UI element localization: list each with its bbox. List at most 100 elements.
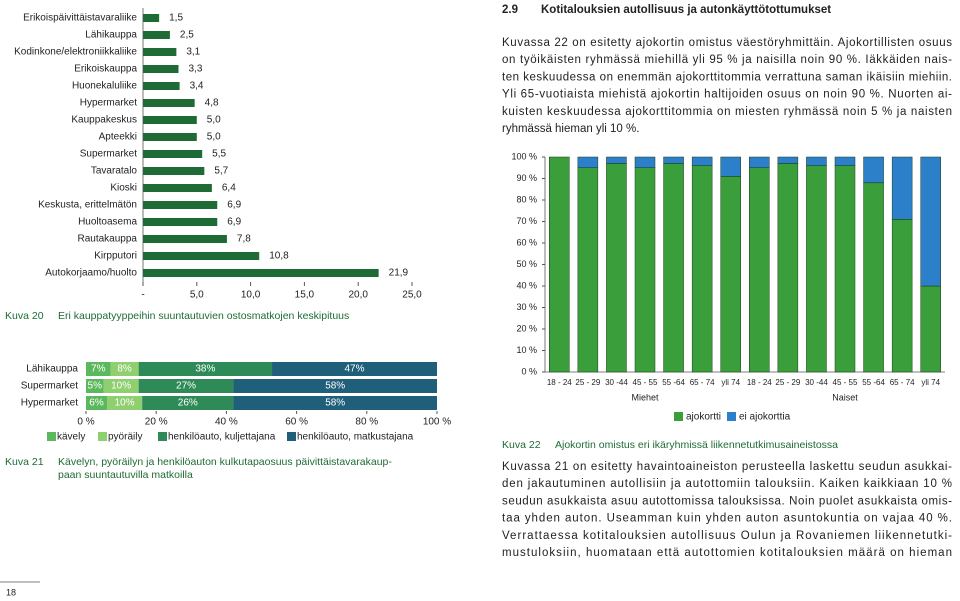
value-label: 38% (195, 364, 215, 375)
y-tick-label: 100 % (511, 151, 537, 161)
x-tick-label: 30 -44 (605, 378, 628, 387)
y-tick-label: 70 % (516, 216, 537, 226)
page-number: 18 (6, 587, 16, 597)
paragraph-line: mustuloksiin, huomataan että autottomien… (502, 547, 952, 559)
x-tick-label: 25 - 29 (575, 378, 600, 387)
legend-swatch (158, 432, 167, 441)
y-tick-label: 10 % (516, 345, 537, 355)
bar-segment (749, 156, 770, 168)
bar (143, 201, 218, 209)
bar-segment (863, 156, 884, 184)
y-tick-label: 50 % (516, 259, 537, 269)
category-label: Tavaratalo (91, 166, 138, 177)
value-label: 21,9 (389, 268, 409, 279)
value-label: 26% (178, 398, 198, 409)
bar (143, 65, 179, 73)
y-tick-label: 90 % (516, 173, 537, 183)
bar (143, 269, 379, 277)
heading-number: 2.9 (502, 4, 518, 16)
legend-label: henkilöauto, kuljettajana (168, 432, 276, 443)
bar-segment (103, 379, 139, 393)
bar (143, 133, 197, 141)
value-label: 6,9 (227, 217, 241, 228)
caption-text: Ajokortin omistus eri ikäryhmissä liiken… (555, 439, 838, 451)
bar (143, 116, 197, 124)
category-label: Kauppakeskus (71, 115, 137, 126)
value-label: 1,5 (169, 13, 183, 24)
bar-segment (86, 362, 111, 376)
legend-swatch (47, 432, 56, 441)
caption-text: paan suuntautuvilla matkoilla (58, 469, 193, 481)
bar-segment (720, 156, 741, 177)
legend-label: henkilöauto, matkustajana (297, 432, 414, 443)
bar (143, 150, 203, 158)
value-label: 58% (325, 398, 345, 409)
x-tick-label: 20 % (145, 417, 168, 428)
bar-segment (891, 219, 913, 373)
value-label: 5,5 (212, 149, 226, 160)
bar (143, 82, 180, 90)
value-label: 5,7 (214, 166, 228, 177)
category-label: Huoltoasema (78, 217, 137, 228)
category-label: Hypermarket (21, 398, 78, 409)
legend-label: ei ajokorttia (739, 412, 791, 423)
value-label: 6,4 (222, 183, 236, 194)
value-label: 27% (176, 381, 196, 392)
y-tick-label: 30 % (516, 302, 537, 312)
value-label: 5,0 (207, 132, 221, 143)
paragraph-line: Kuvassa 22 on esitetty ajokortin omistus… (502, 37, 952, 49)
category-label: Supermarket (21, 381, 78, 392)
bar-segment (777, 163, 799, 373)
bar (143, 184, 212, 192)
x-tick-label: 20,0 (348, 290, 368, 301)
x-tick-label: 10,0 (241, 290, 261, 301)
caption-label: Kuva 21 (5, 456, 44, 468)
paragraph-line: den jakautuminen autollisiin ja autottom… (502, 478, 952, 490)
value-label: 7% (91, 364, 106, 375)
group-label: Naiset (832, 392, 858, 402)
x-tick-label: 18 - 24 (547, 378, 572, 387)
legend-label: pyöräily (108, 432, 142, 443)
category-label: Lähikauppa (26, 364, 78, 375)
category-label: Kirpputori (94, 251, 137, 262)
bar (143, 252, 260, 260)
bar-segment (107, 396, 143, 410)
value-label: 3,1 (186, 47, 200, 58)
bar (143, 218, 218, 226)
x-tick-label: 25,0 (402, 290, 422, 301)
category-label: Keskusta, erittelmätön (38, 200, 137, 211)
value-label: 4,8 (205, 98, 219, 109)
bar-segment (606, 156, 627, 164)
legend-swatch (727, 412, 736, 421)
category-label: Kioski (110, 183, 137, 194)
value-label: 3,4 (190, 81, 204, 92)
value-label: 10,8 (269, 251, 289, 262)
caption-text: Eri kauppatyyppeihin suuntautuvien ostos… (58, 310, 349, 322)
value-label: 10% (111, 381, 131, 392)
y-tick-label: 0 % (521, 366, 537, 376)
bar (143, 235, 227, 243)
x-tick-label: 100 % (423, 417, 451, 428)
paragraph-line: on työikäisten ryhmässä miehillä yli 95 … (502, 54, 952, 66)
category-label: Rautakauppa (78, 234, 138, 245)
legend-swatch (287, 432, 296, 441)
legend-swatch (98, 432, 107, 441)
bar-segment (863, 182, 884, 373)
bar-segment (634, 167, 656, 373)
bar-segment (920, 285, 941, 373)
bar-segment (691, 165, 713, 373)
y-tick-label: 40 % (516, 280, 537, 290)
bar-segment (233, 396, 437, 410)
bar-segment (834, 165, 856, 373)
category-label: Kodinkone/elektroniikkaliike (14, 47, 137, 58)
paragraph-line: taa yhden auton. Useamman kuin yhden aut… (502, 513, 952, 525)
bar-segment (920, 156, 941, 287)
paragraph-line: Kuvassa 21 on esitetty havaintoaineiston… (502, 461, 952, 473)
y-tick-label: 80 % (516, 194, 537, 204)
paragraph-line: Yli 65-vuotiaista miehistä ajokortin hal… (502, 89, 952, 101)
caption-text: Kävelyn, pyöräilyn ja henkilöauton kulku… (58, 456, 392, 468)
category-label: Erikoiskauppa (74, 64, 137, 75)
category-label: Supermarket (80, 149, 137, 160)
paragraph-line: Verrattaessa kotitalouksien autollisuus … (502, 530, 952, 542)
value-label: 5,0 (207, 115, 221, 126)
